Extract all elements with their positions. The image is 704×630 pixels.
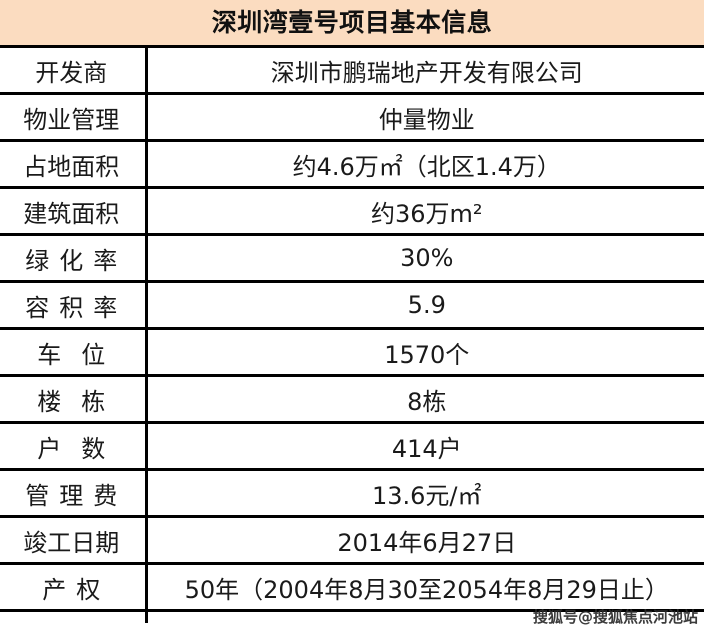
row-value-cell: 8栋: [144, 374, 704, 424]
row-value-cell: 仲量物业: [144, 92, 704, 142]
row-label: 容积率: [25, 293, 128, 322]
row-label-cell: 绿化率: [0, 233, 148, 283]
row-value: 2014年6月27日: [337, 528, 517, 557]
row-label: 开发商: [35, 58, 108, 87]
table-row: 占地面积 约4.6万㎡（北区1.4万）: [0, 139, 704, 189]
row-label: 竣工日期: [23, 528, 120, 557]
table-row: 产权 50年（2004年8月30至2054年8月29日止）: [0, 562, 704, 612]
table-row: 开发商 深圳市鹏瑞地产开发有限公司: [0, 45, 704, 95]
row-label-cell: 楼栋: [0, 374, 148, 424]
row-value-cell: [144, 609, 704, 623]
table-row: 管理费 13.6元/㎡: [0, 468, 704, 518]
row-value: 13.6元/㎡: [371, 481, 482, 510]
row-label: 楼栋: [37, 387, 126, 416]
row-value-cell: 414户: [144, 421, 704, 471]
row-value: 414户: [391, 434, 462, 463]
row-label: 车位: [37, 340, 126, 369]
row-label: 物业管理: [23, 105, 120, 134]
row-value-cell: 2014年6月27日: [144, 515, 704, 565]
row-label: 管理费: [25, 481, 128, 510]
row-value: 约36万m²: [370, 199, 483, 228]
table-title-cell: 深圳湾壹号项目基本信息: [0, 0, 704, 48]
row-value-cell: 30%: [144, 233, 704, 283]
row-value: 5.9: [407, 291, 446, 319]
table-row: 竣工日期 2014年6月27日: [0, 515, 704, 565]
row-label-cell: 户数: [0, 421, 148, 471]
row-value: 50年（2004年8月30至2054年8月29日止）: [184, 575, 669, 604]
row-label: 建筑面积: [23, 199, 120, 228]
row-label-cell: 产权: [0, 562, 148, 612]
row-label: 占地面积: [23, 152, 120, 181]
row-value-cell: 约4.6万㎡（北区1.4万）: [144, 139, 704, 189]
row-label-cell: 占地面积: [0, 139, 148, 189]
table-row-clipped: [0, 609, 704, 623]
row-value: 约4.6万㎡（北区1.4万）: [292, 152, 561, 181]
table-title-row: 深圳湾壹号项目基本信息: [0, 0, 704, 48]
row-label-cell: 竣工日期: [0, 515, 148, 565]
row-value: 仲量物业: [378, 105, 475, 134]
table-row: 物业管理 仲量物业: [0, 92, 704, 142]
row-label: 产权: [42, 575, 111, 604]
row-value-cell: 深圳市鹏瑞地产开发有限公司: [144, 45, 704, 95]
row-label-cell: 容积率: [0, 280, 148, 330]
row-label-cell: [0, 609, 148, 623]
row-value-cell: 13.6元/㎡: [144, 468, 704, 518]
row-label-cell: 开发商: [0, 45, 148, 95]
table-row: 楼栋 8栋: [0, 374, 704, 424]
row-label-cell: 车位: [0, 327, 148, 377]
table-row: 车位 1570个: [0, 327, 704, 377]
table-row: 容积率 5.9: [0, 280, 704, 330]
table-row: 绿化率 30%: [0, 233, 704, 283]
row-value: 深圳市鹏瑞地产开发有限公司: [270, 58, 583, 87]
page-title: 深圳湾壹号项目基本信息: [211, 8, 493, 37]
row-label-cell: 管理费: [0, 468, 148, 518]
row-value: 30%: [400, 244, 454, 272]
table-row: 户数 414户: [0, 421, 704, 471]
row-label-cell: 建筑面积: [0, 186, 148, 236]
row-value: 8栋: [407, 387, 447, 416]
row-value-cell: 5.9: [144, 280, 704, 330]
row-label: 绿化率: [25, 246, 128, 275]
row-value: 1570个: [384, 340, 470, 369]
row-label-cell: 物业管理: [0, 92, 148, 142]
row-label: 户数: [37, 434, 126, 463]
row-value-cell: 50年（2004年8月30至2054年8月29日止）: [144, 562, 704, 612]
row-value-cell: 1570个: [144, 327, 704, 377]
row-value-cell: 约36万m²: [144, 186, 704, 236]
table-row: 建筑面积 约36万m²: [0, 186, 704, 236]
